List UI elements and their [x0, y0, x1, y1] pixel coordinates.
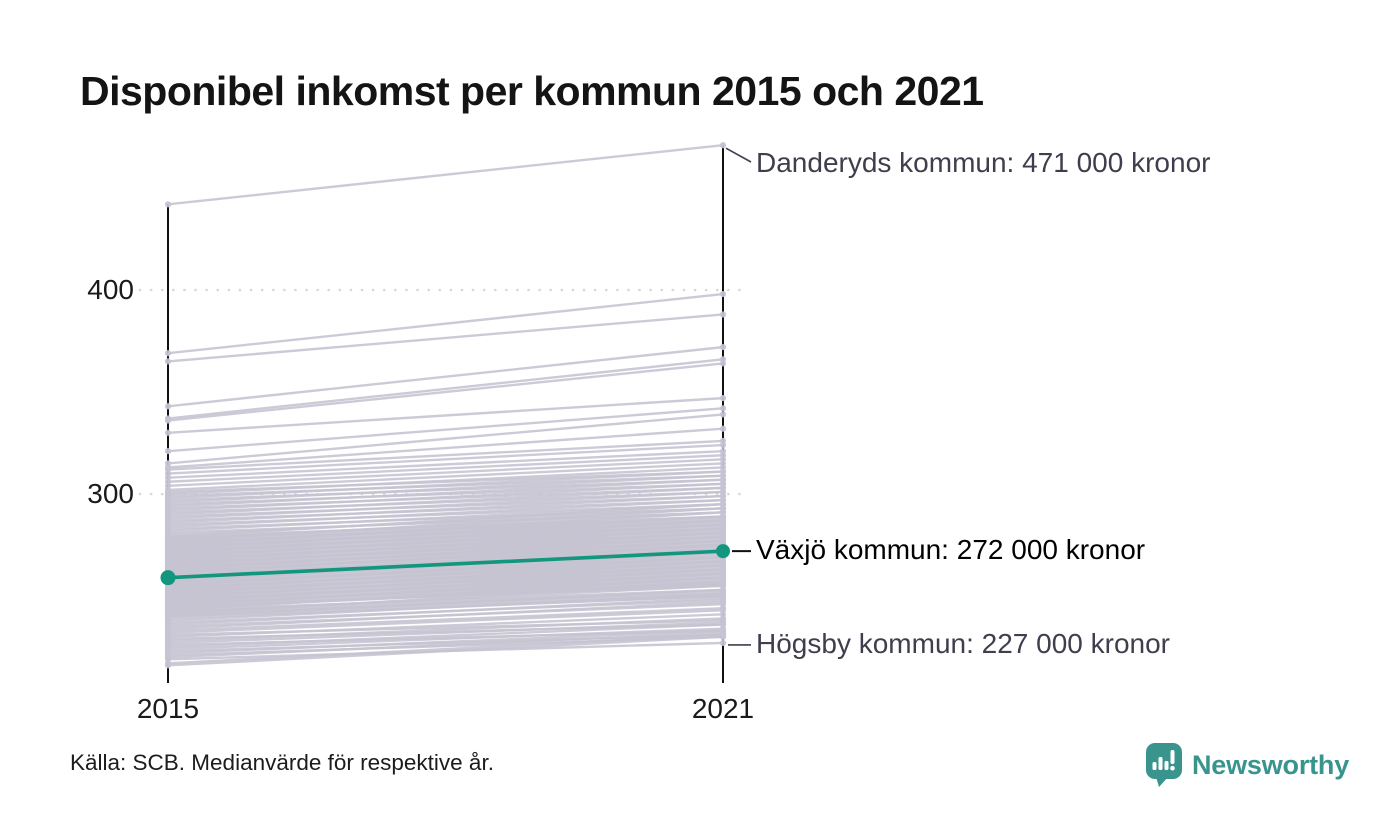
chart-title: Disponibel inkomst per kommun 2015 och 2… [80, 68, 984, 114]
annotation-danderyd: Danderyds kommun: 471 000 kronor [756, 147, 1211, 179]
y-tick-300: 300 [87, 478, 134, 509]
annotation-vaxjo: Växjö kommun: 272 000 kronor [756, 534, 1146, 566]
y-tick-400: 400 [87, 274, 134, 305]
newsworthy-logo-icon [1145, 742, 1183, 788]
x-label-2015: 2015 [136, 693, 200, 724]
x-label-2021: 2021 [691, 693, 755, 724]
source-note: Källa: SCB. Medianvärde för respektive å… [70, 750, 494, 775]
annotation-hogsby: Högsby kommun: 227 000 kronor [756, 627, 1170, 659]
newsworthy-wordmark: Newsworthy [1192, 749, 1350, 780]
newsworthy-brand: Newsworthy [1145, 742, 1349, 788]
